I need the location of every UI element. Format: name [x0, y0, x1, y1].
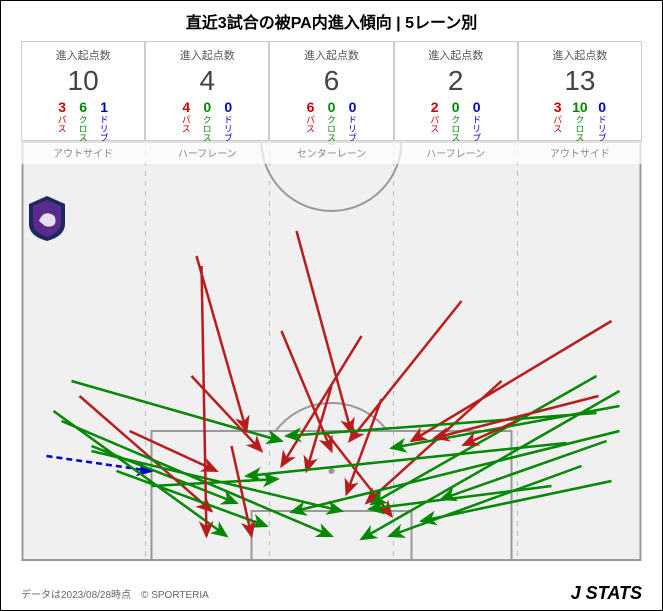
lane-header: 進入起点数	[400, 47, 512, 63]
pass-count: 2	[431, 99, 439, 115]
pass-label: パス	[304, 115, 317, 133]
pitch-lane-label: ハーフレーン	[145, 141, 269, 164]
cross-label: クロス	[449, 115, 462, 142]
lane-total: 6	[275, 65, 387, 97]
footer-logo: J STATS	[571, 583, 642, 604]
dribble-count: 0	[473, 99, 481, 115]
cross-label: クロス	[77, 115, 90, 142]
cross-count: 0	[328, 99, 336, 115]
lane-total: 13	[524, 65, 636, 97]
lane-header: 進入起点数	[275, 47, 387, 63]
cross-label: クロス	[201, 115, 214, 142]
lane-stat: 進入起点数 4 4パス 0クロス 0ドリブル	[145, 41, 269, 141]
lane-stat: 進入起点数 10 3パス 6クロス 1ドリブル	[21, 41, 145, 141]
footer-date: データは2023/08/28時点 © SPORTERIA	[21, 586, 209, 601]
cross-count: 0	[203, 99, 211, 115]
lane-header: 進入起点数	[27, 47, 139, 63]
pitch-area: アウトサイド ハーフレーン センターレーン ハーフレーン アウトサイド	[21, 141, 642, 561]
lane-stats-row: 進入起点数 10 3パス 6クロス 1ドリブル 進入起点数 4 4パス 0クロス…	[21, 41, 642, 141]
lane-header: 進入起点数	[151, 47, 263, 63]
pitch-svg	[21, 141, 642, 561]
pass-count: 4	[182, 99, 190, 115]
cross-label: クロス	[325, 115, 338, 142]
lane-header: 進入起点数	[524, 47, 636, 63]
footer: データは2023/08/28時点 © SPORTERIA J STATS	[1, 583, 662, 604]
pass-label: パス	[551, 115, 564, 133]
pitch-lane-label: アウトサイド	[518, 141, 642, 164]
pass-label: パス	[428, 115, 441, 133]
pass-label: パス	[180, 115, 193, 133]
cross-count: 6	[79, 99, 87, 115]
lane-stat: 進入起点数 2 2パス 0クロス 0ドリブル	[394, 41, 518, 141]
lane-total: 10	[27, 65, 139, 97]
cross-label: クロス	[573, 115, 586, 142]
pitch-lane-label: センターレーン	[269, 141, 393, 164]
dribble-count: 0	[349, 99, 357, 115]
pass-count: 3	[58, 99, 66, 115]
cross-count: 10	[572, 99, 588, 115]
lane-total: 2	[400, 65, 512, 97]
pitch-lane-labels: アウトサイド ハーフレーン センターレーン ハーフレーン アウトサイド	[21, 141, 642, 164]
pass-count: 3	[554, 99, 562, 115]
lane-stat: 進入起点数 13 3パス 10クロス 0ドリブル	[518, 41, 642, 141]
dribble-count: 1	[100, 99, 108, 115]
pitch-lane-label: アウトサイド	[21, 141, 145, 164]
dribble-count: 0	[224, 99, 232, 115]
cross-count: 0	[452, 99, 460, 115]
lane-total: 4	[151, 65, 263, 97]
pass-count: 6	[307, 99, 315, 115]
dribble-count: 0	[598, 99, 606, 115]
lane-stat: 進入起点数 6 6パス 0クロス 0ドリブル	[269, 41, 393, 141]
chart-title: 直近3試合の被PA内進入傾向 | 5レーン別	[1, 1, 662, 41]
pitch-lane-label: ハーフレーン	[394, 141, 518, 164]
team-crest-icon	[29, 196, 65, 241]
pass-label: パス	[56, 115, 69, 133]
chart-container: 直近3試合の被PA内進入傾向 | 5レーン別 進入起点数 10 3パス 6クロス…	[0, 0, 663, 611]
